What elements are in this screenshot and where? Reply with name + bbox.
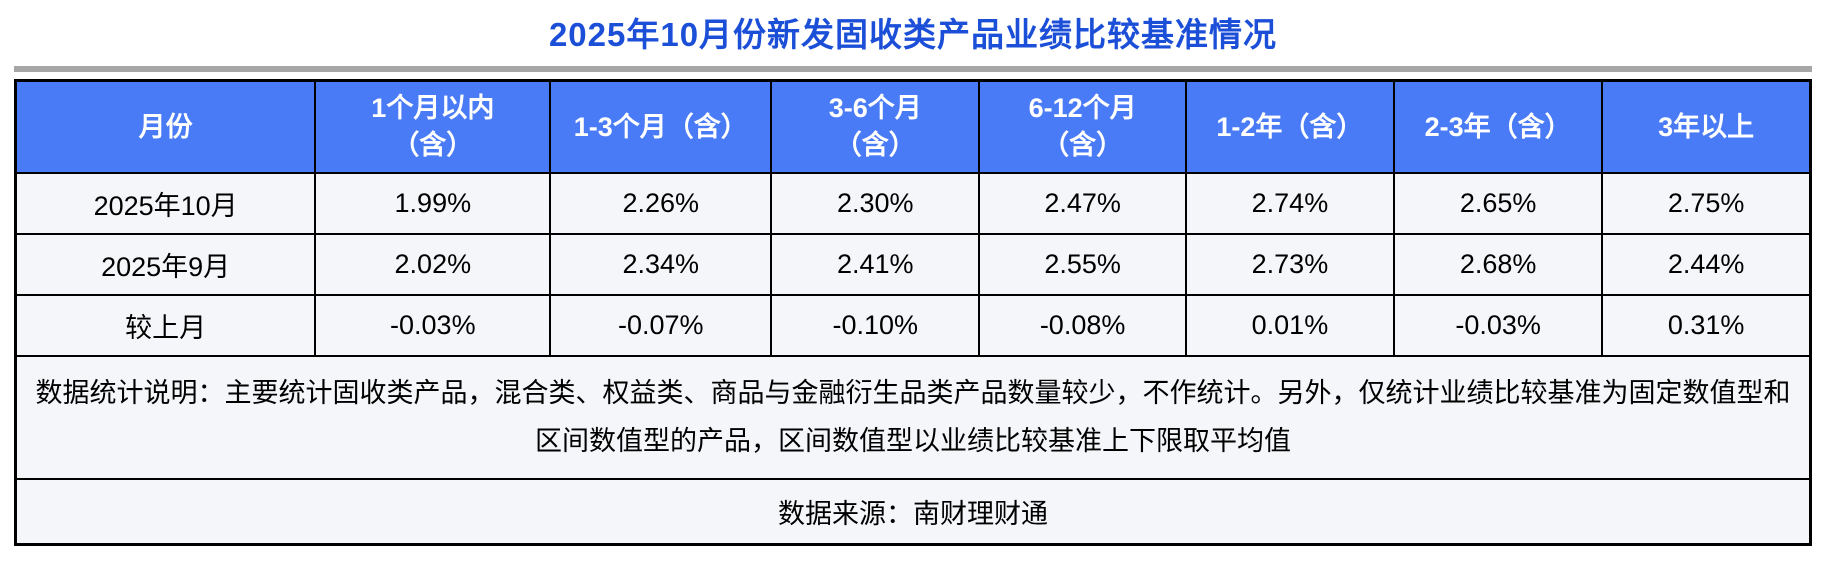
header-cell-within-1m: 1个月以内 （含）	[314, 79, 552, 174]
value-cell: 2.65%	[1393, 171, 1604, 235]
value-cell: 2.41%	[770, 232, 981, 296]
header-cell-2-3y: 2-3年（含）	[1393, 79, 1604, 174]
value-cell: -0.03%	[314, 293, 552, 357]
value-cell: 2.47%	[978, 171, 1187, 235]
value-cell: 2.02%	[314, 232, 552, 296]
value-cell: 2.73%	[1184, 232, 1396, 296]
value-cell: 2.68%	[1393, 232, 1604, 296]
table-row-mom-change: 较上月 -0.03% -0.07% -0.10% -0.08% 0.01% -0…	[14, 293, 1812, 357]
header-cell-1-3m: 1-3个月（含）	[549, 79, 773, 174]
value-cell: 2.55%	[978, 232, 1187, 296]
header-cell-1-2y: 1-2年（含）	[1184, 79, 1396, 174]
month-cell: 较上月	[14, 293, 317, 357]
header-cell-over-3y: 3年以上	[1601, 79, 1812, 174]
title-divider	[14, 66, 1812, 72]
month-cell: 2025年9月	[14, 232, 317, 296]
value-cell: 2.75%	[1601, 171, 1812, 235]
table-row-2025-10: 2025年10月 1.99% 2.26% 2.30% 2.47% 2.74% 2…	[14, 171, 1812, 235]
header-cell-3-6m: 3-6个月 （含）	[770, 79, 981, 174]
value-cell: -0.07%	[549, 293, 773, 357]
page-title: 2025年10月份新发固收类产品业绩比较基准情况	[548, 16, 1278, 53]
statistics-note: 数据统计说明：主要统计固收类产品，混合类、权益类、商品与金融衍生品类产品数量较少…	[14, 354, 1812, 480]
value-cell: 1.99%	[314, 171, 552, 235]
value-cell: -0.10%	[770, 293, 981, 357]
value-cell: 0.31%	[1601, 293, 1812, 357]
value-cell: -0.08%	[978, 293, 1187, 357]
value-cell: 0.01%	[1184, 293, 1396, 357]
table-source-row: 数据来源：南财理财通	[14, 477, 1812, 546]
value-cell: 2.74%	[1184, 171, 1396, 235]
table-row-2025-09: 2025年9月 2.02% 2.34% 2.41% 2.55% 2.73% 2.…	[14, 232, 1812, 296]
benchmark-table: 月份 1个月以内 （含） 1-3个月（含） 3-6个月 （含） 6-12个月 （…	[14, 79, 1812, 547]
value-cell: 2.26%	[549, 171, 773, 235]
data-source: 数据来源：南财理财通	[14, 477, 1812, 546]
table-header-row: 月份 1个月以内 （含） 1-3个月（含） 3-6个月 （含） 6-12个月 （…	[14, 79, 1812, 174]
value-cell: -0.03%	[1393, 293, 1604, 357]
value-cell: 2.44%	[1601, 232, 1812, 296]
header-cell-6-12m: 6-12个月 （含）	[978, 79, 1187, 174]
month-cell: 2025年10月	[14, 171, 317, 235]
value-cell: 2.30%	[770, 171, 981, 235]
header-cell-month: 月份	[14, 79, 317, 174]
table-note-row: 数据统计说明：主要统计固收类产品，混合类、权益类、商品与金融衍生品类产品数量较少…	[14, 354, 1812, 480]
value-cell: 2.34%	[549, 232, 773, 296]
